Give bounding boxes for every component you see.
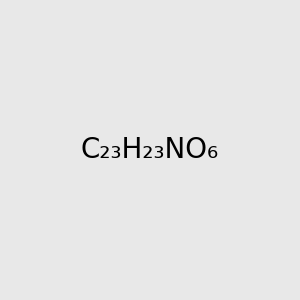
Text: C₂₃H₂₃NO₆: C₂₃H₂₃NO₆ [81, 136, 219, 164]
